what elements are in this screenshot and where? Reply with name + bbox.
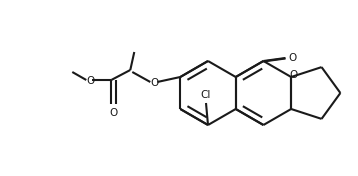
Text: O: O	[86, 76, 95, 86]
Text: Cl: Cl	[201, 90, 211, 100]
Text: O: O	[289, 70, 297, 80]
Text: O: O	[150, 78, 158, 88]
Text: O: O	[109, 108, 117, 118]
Text: O: O	[288, 53, 296, 63]
